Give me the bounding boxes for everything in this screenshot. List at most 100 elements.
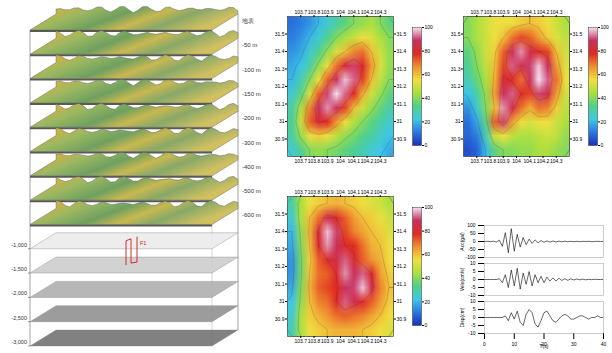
svg-text:100: 100 (601, 24, 610, 30)
svg-text:20: 20 (425, 119, 431, 125)
svg-text:104: 104 (512, 9, 521, 15)
svg-text:-300 m: -300 m (242, 140, 261, 146)
svg-text:10: 10 (470, 260, 476, 266)
svg-text:31.5: 31.5 (451, 31, 461, 37)
svg-text:-200 m: -200 m (242, 115, 261, 121)
svg-text:31.3: 31.3 (451, 66, 461, 72)
svg-text:60: 60 (425, 251, 431, 257)
svg-text:31.5: 31.5 (397, 31, 407, 37)
svg-text:103.7: 103.7 (294, 158, 307, 164)
svg-text:31.2: 31.2 (397, 83, 407, 89)
svg-text:31.3: 31.3 (397, 66, 407, 72)
svg-text:10: 10 (511, 341, 517, 347)
svg-text:31.3: 31.3 (397, 246, 407, 252)
svg-text:104.2: 104.2 (537, 9, 550, 15)
svg-text:103.9: 103.9 (321, 158, 334, 164)
svg-text:31.4: 31.4 (397, 48, 407, 54)
svg-text:104.2: 104.2 (361, 338, 374, 344)
svg-text:80: 80 (425, 228, 431, 234)
svg-text:31.4: 31.4 (275, 48, 285, 54)
svg-text:31.2: 31.2 (397, 263, 407, 269)
svg-text:103.8: 103.8 (484, 9, 497, 15)
svg-text:104.2: 104.2 (361, 189, 374, 195)
svg-text:31.3: 31.3 (573, 66, 583, 72)
svg-text:31.1: 31.1 (275, 101, 285, 107)
svg-text:103.9: 103.9 (321, 338, 334, 344)
svg-text:31.2: 31.2 (275, 263, 285, 269)
svg-text:31.1: 31.1 (397, 281, 407, 287)
svg-text:-150 m: -150 m (242, 91, 261, 97)
svg-text:103.8: 103.8 (308, 158, 321, 164)
svg-text:103.8: 103.8 (308, 9, 321, 15)
svg-text:40: 40 (601, 95, 607, 101)
svg-text:31.1: 31.1 (275, 281, 285, 287)
svg-text:40: 40 (425, 95, 431, 101)
svg-text:10: 10 (470, 298, 476, 304)
svg-text:104.3: 104.3 (550, 158, 563, 164)
svg-text:31.2: 31.2 (451, 83, 461, 89)
svg-text:103.9: 103.9 (321, 189, 334, 195)
svg-text:31.4: 31.4 (573, 48, 583, 54)
svg-text:104: 104 (336, 189, 345, 195)
svg-text:104.1: 104.1 (347, 338, 360, 344)
svg-text:60: 60 (601, 71, 607, 77)
svg-text:103.8: 103.8 (308, 189, 321, 195)
svg-text:31: 31 (397, 298, 403, 304)
svg-text:地表: 地表 (241, 18, 254, 24)
svg-text:20: 20 (425, 299, 431, 305)
svg-text:31.2: 31.2 (573, 83, 583, 89)
svg-text:104.3: 104.3 (550, 9, 563, 15)
svg-text:103.8: 103.8 (308, 338, 321, 344)
svg-text:30.9: 30.9 (573, 136, 583, 142)
svg-text:-500 m: -500 m (242, 188, 261, 194)
svg-text:103.7: 103.7 (294, 338, 307, 344)
svg-text:31.4: 31.4 (451, 48, 461, 54)
svg-text:103.9: 103.9 (497, 9, 510, 15)
svg-text:-100 m: -100 m (242, 67, 261, 73)
svg-text:5: 5 (473, 268, 476, 274)
svg-text:31.5: 31.5 (275, 211, 285, 217)
svg-text:80: 80 (601, 48, 607, 54)
svg-text:F1: F1 (140, 240, 146, 246)
svg-text:31.2: 31.2 (275, 83, 285, 89)
svg-text:104: 104 (512, 158, 521, 164)
svg-text:104.2: 104.2 (361, 158, 374, 164)
svg-text:31: 31 (573, 118, 579, 124)
svg-text:-5: -5 (471, 322, 476, 328)
svg-text:Velo(cm/s): Velo(cm/s) (459, 267, 465, 291)
svg-text:20: 20 (601, 119, 607, 125)
svg-text:31: 31 (279, 298, 285, 304)
svg-text:-10: -10 (468, 330, 475, 336)
svg-text:31.4: 31.4 (275, 228, 285, 234)
svg-text:31.3: 31.3 (275, 66, 285, 72)
svg-text:0: 0 (473, 238, 476, 244)
svg-text:Acc(gal): Acc(gal) (459, 232, 465, 251)
svg-text:100: 100 (467, 222, 476, 228)
svg-text:104.1: 104.1 (523, 158, 536, 164)
svg-text:104: 104 (336, 338, 345, 344)
svg-text:Disp(cm): Disp(cm) (459, 307, 465, 327)
svg-text:-400 m: -400 m (242, 164, 261, 170)
svg-text:30.9: 30.9 (397, 316, 407, 322)
svg-text:0: 0 (483, 341, 486, 347)
svg-text:100: 100 (425, 204, 434, 210)
svg-text:0: 0 (425, 322, 428, 328)
svg-text:103.9: 103.9 (321, 9, 334, 15)
svg-text:104.2: 104.2 (361, 9, 374, 15)
svg-text:104.3: 104.3 (374, 158, 387, 164)
svg-text:31.4: 31.4 (397, 228, 407, 234)
svg-text:100: 100 (425, 24, 434, 30)
svg-text:-600 m: -600 m (242, 212, 261, 218)
svg-text:5: 5 (473, 306, 476, 312)
svg-text:104: 104 (336, 9, 345, 15)
svg-text:31: 31 (279, 118, 285, 124)
svg-text:104.1: 104.1 (347, 158, 360, 164)
svg-text:-50: -50 (468, 246, 475, 252)
svg-text:31: 31 (455, 118, 461, 124)
svg-text:104.1: 104.1 (523, 9, 536, 15)
svg-text:-2,000: -2,000 (11, 290, 27, 296)
svg-text:30.9: 30.9 (275, 136, 285, 142)
svg-text:30.9: 30.9 (451, 136, 461, 142)
svg-text:0: 0 (473, 276, 476, 282)
svg-text:31: 31 (397, 118, 403, 124)
